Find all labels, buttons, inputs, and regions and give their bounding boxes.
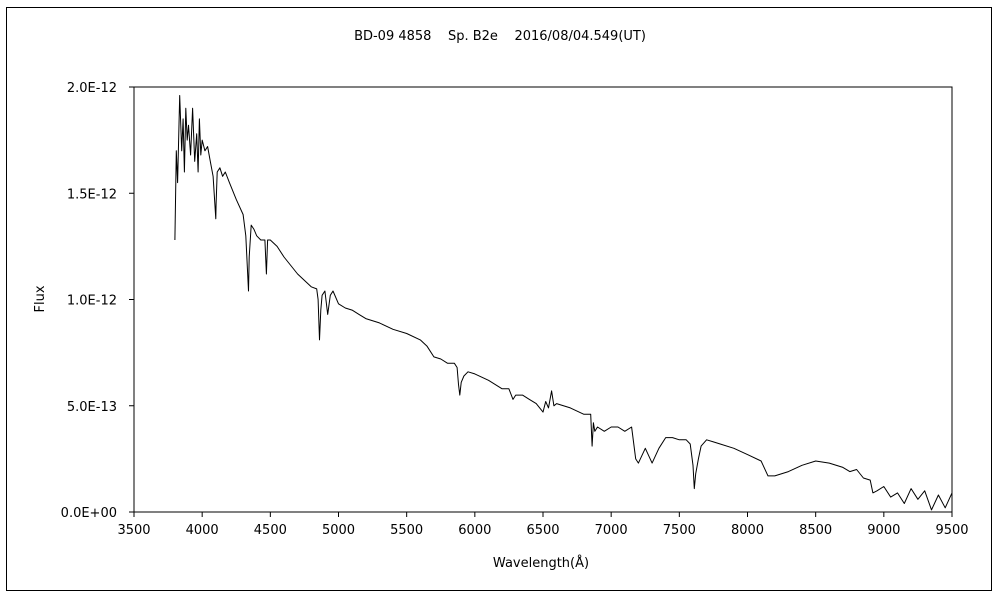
x-axis-label: Wavelength(Å)	[493, 555, 589, 571]
x-tick-label: 9500	[935, 523, 968, 538]
x-tick-label: 9000	[867, 523, 900, 538]
chart-title: BD-09 4858 Sp. B2e 2016/08/04.549(UT)	[354, 29, 646, 44]
y-tick-label: 1.0E-12	[67, 294, 117, 309]
y-axis-label: Flux	[33, 285, 48, 312]
y-tick-label: 1.5E-12	[67, 187, 117, 202]
y-axis-ticks: 0.0E+00 5.0E-13 1.0E-12 1.5E-12 2.0E-12	[61, 81, 134, 521]
x-tick-label: 7500	[663, 523, 696, 538]
x-tick-label: 5500	[390, 523, 423, 538]
plot-area	[133, 86, 953, 513]
x-tick-label: 4000	[186, 523, 219, 538]
x-tick-label: 6000	[458, 523, 491, 538]
x-axis-ticks: 3500 4000 4500 5000 5500 6000 6500 7000 7500 8000…	[117, 512, 969, 538]
y-tick-label: 0.0E+00	[61, 506, 117, 521]
y-tick-label: 5.0E-13	[67, 400, 117, 415]
x-tick-label: 8500	[799, 523, 832, 538]
x-tick-label: 8000	[731, 523, 764, 538]
x-tick-label: 5000	[322, 523, 355, 538]
x-tick-label: 6500	[526, 523, 559, 538]
x-tick-label: 7000	[595, 523, 628, 538]
spectrum-line	[174, 95, 953, 511]
y-tick-label: 2.0E-12	[67, 81, 117, 96]
x-tick-label: 3500	[117, 523, 150, 538]
x-tick-label: 4500	[254, 523, 287, 538]
